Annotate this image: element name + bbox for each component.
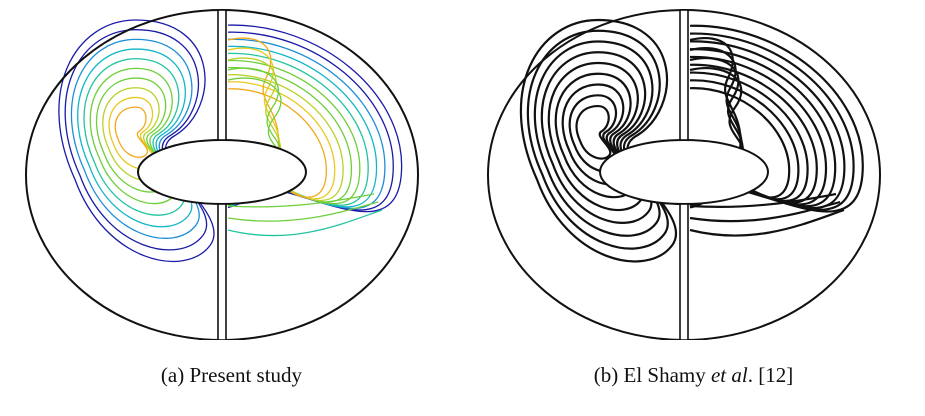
caption-b: (b) El Shamy et al. [12] xyxy=(462,362,925,388)
caption-a: (a) Present study xyxy=(160,363,303,387)
panel-present-study: (a) Present study xyxy=(25,9,419,387)
panel-el-shamy: (b) El Shamy et al. [12] xyxy=(462,0,925,416)
caption-b-suffix: . [12] xyxy=(747,363,794,387)
contour-plot-b xyxy=(487,9,881,340)
annulus-outline xyxy=(487,9,881,340)
contour-plot-a xyxy=(25,9,419,340)
right-half-contours xyxy=(227,24,403,237)
left-half-contours xyxy=(519,18,678,263)
caption-b-prefix: (b) El Shamy xyxy=(593,363,711,387)
caption-b-italic: et al xyxy=(710,363,748,387)
right-half-contours xyxy=(689,24,864,237)
annulus-outline xyxy=(25,9,419,340)
left-half-contours xyxy=(58,19,215,263)
